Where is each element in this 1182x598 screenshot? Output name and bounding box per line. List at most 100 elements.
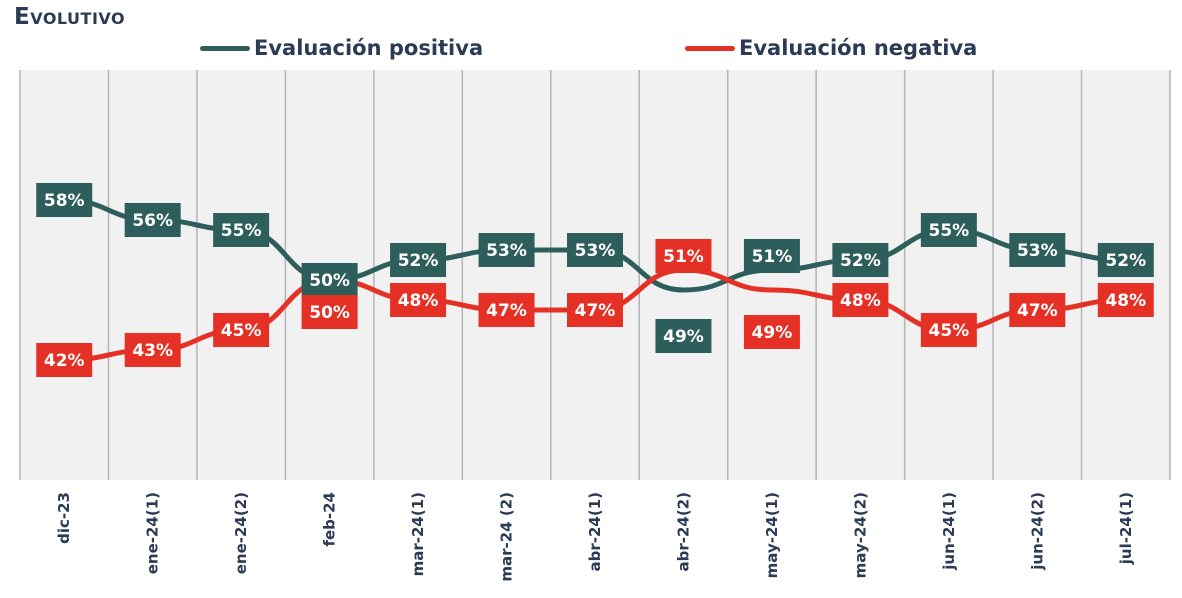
data-label-box: [301, 295, 358, 329]
data-label-negative: 43%: [124, 333, 181, 367]
data-label-text: 50%: [309, 303, 350, 323]
data-label-text: 55%: [221, 221, 262, 241]
data-label-negative: 45%: [920, 313, 977, 347]
data-label-text: 42%: [44, 351, 85, 371]
data-label-text: 47%: [575, 301, 616, 321]
data-label-text: 48%: [398, 291, 439, 311]
x-tick-label: may-24(2): [851, 492, 869, 578]
x-tick-label: jun-24(2): [1028, 492, 1046, 571]
data-label-box: [743, 239, 800, 273]
data-label-box: [1097, 243, 1154, 277]
data-label-box: [655, 239, 712, 273]
data-label-positive: 51%: [743, 239, 800, 273]
data-label-positive: 50%: [301, 263, 358, 297]
data-label-positive: 49%: [655, 319, 712, 353]
data-label-text: 43%: [132, 341, 173, 361]
data-label-text: 58%: [44, 191, 85, 211]
data-label-box: [1097, 283, 1154, 317]
data-label-box: [1009, 233, 1066, 267]
data-label-negative: 45%: [213, 313, 270, 347]
data-label-text: 45%: [928, 321, 969, 341]
data-label-negative: 50%: [301, 295, 358, 329]
data-label-box: [655, 319, 712, 353]
data-label-negative: 48%: [1097, 283, 1154, 317]
data-label-text: 52%: [840, 251, 881, 271]
data-label-text: 52%: [398, 251, 439, 271]
data-labels: 58% 56% 55% 50% 52% 53% 53% 49% 51% 52% 55% 53% 52% 4…: [36, 183, 1154, 377]
legend-swatch-negative-icon: [685, 45, 735, 51]
data-label-box: [478, 233, 535, 267]
data-label-text: 47%: [1017, 301, 1058, 321]
gridlines: [19, 70, 1171, 480]
x-tick-label: abr-24(2): [674, 492, 692, 572]
x-tick-label: abr-24(1): [586, 492, 604, 572]
data-label-text: 52%: [1105, 251, 1146, 271]
data-label-box: [36, 183, 93, 217]
data-label-negative: 48%: [832, 283, 889, 317]
data-label-positive: 55%: [920, 213, 977, 247]
data-label-text: 48%: [1105, 291, 1146, 311]
data-label-negative: 47%: [567, 293, 623, 327]
data-label-negative: 47%: [478, 293, 535, 327]
data-label-box: [920, 313, 977, 347]
data-label-box: [390, 243, 447, 277]
data-label-box: [124, 203, 181, 237]
data-label-positive: 52%: [390, 243, 447, 277]
data-label-text: 51%: [663, 247, 704, 267]
data-label-box: [213, 313, 270, 347]
data-label-negative: 42%: [36, 343, 93, 377]
x-tick-label: jun-24(1): [940, 492, 958, 571]
data-label-text: 53%: [575, 241, 616, 261]
data-label-positive: 53%: [1009, 233, 1066, 267]
data-label-text: 53%: [1017, 241, 1058, 261]
data-label-positive: 55%: [213, 213, 270, 247]
data-label-negative: 47%: [1009, 293, 1066, 327]
data-label-box: [390, 283, 447, 317]
legend-label-positive: Evaluación positiva: [254, 36, 484, 60]
x-tick-label: may-24(1): [763, 492, 781, 578]
data-label-box: [478, 293, 535, 327]
legend-label-negative: Evaluación negativa: [739, 36, 978, 60]
data-label-text: 45%: [221, 321, 262, 341]
data-label-text: 53%: [486, 241, 527, 261]
data-label-positive: 58%: [36, 183, 93, 217]
data-label-negative: 51%: [655, 239, 712, 273]
legend-item-negative: Evaluación negativa: [685, 36, 977, 60]
data-label-text: 49%: [752, 323, 793, 343]
plot-area: [20, 70, 1170, 480]
data-label-positive: 52%: [832, 243, 889, 277]
data-label-box: [832, 283, 889, 317]
legend-item-positive: Evaluación positiva: [200, 36, 483, 60]
data-label-text: 50%: [309, 271, 350, 291]
data-label-positive: 52%: [1097, 243, 1154, 277]
x-tick-label: dic-23: [55, 492, 73, 544]
data-label-negative: 49%: [743, 315, 800, 349]
x-tick-label: ene-24(1): [144, 492, 162, 574]
data-label-box: [567, 233, 623, 267]
data-label-positive: 56%: [124, 203, 181, 237]
data-label-box: [301, 263, 358, 297]
data-label-box: [743, 315, 800, 349]
x-tick-label: feb-24: [321, 492, 339, 547]
x-tick-label: jul-24(1): [1117, 492, 1135, 565]
data-label-text: 51%: [752, 247, 793, 267]
data-label-text: 55%: [928, 221, 969, 241]
x-tick-label: mar-24(1): [409, 492, 427, 576]
x-axis-ticks: dic-23 ene-24(1) ene-24(2) feb-24 mar-24(1) m…: [55, 492, 1135, 582]
data-label-box: [36, 343, 93, 377]
chart-title: Evolutivo: [14, 4, 126, 30]
data-label-box: [567, 293, 623, 327]
data-label-box: [1009, 293, 1066, 327]
x-tick-label: mar-24 (2): [498, 492, 516, 582]
data-label-box: [832, 243, 889, 277]
data-label-text: 48%: [840, 291, 881, 311]
data-label-box: [920, 213, 977, 247]
data-label-text: 47%: [486, 301, 527, 321]
data-label-text: 56%: [132, 211, 173, 231]
legend-swatch-positive-icon: [200, 45, 250, 51]
data-label-text: 49%: [663, 327, 704, 347]
data-label-box: [213, 213, 270, 247]
data-label-box: [124, 333, 181, 367]
data-label-positive: 53%: [478, 233, 535, 267]
